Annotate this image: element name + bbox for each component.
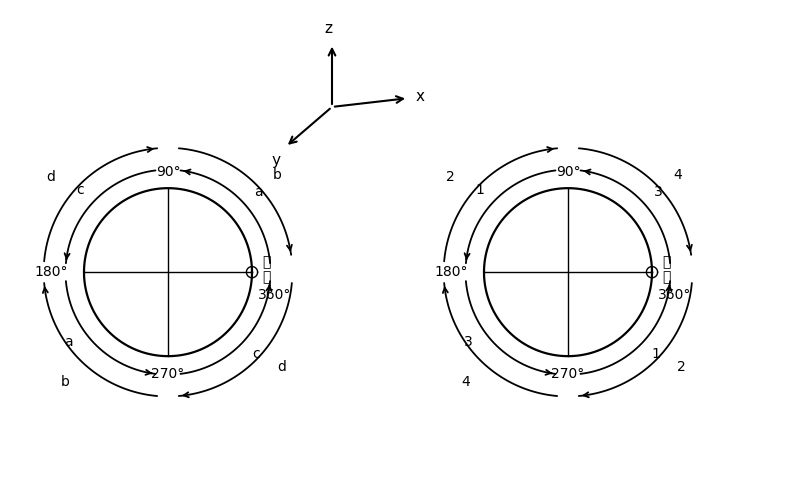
Text: 4: 4	[673, 168, 682, 182]
Text: z: z	[324, 21, 332, 36]
Text: c: c	[76, 183, 83, 197]
Text: 4: 4	[461, 375, 470, 389]
Text: a: a	[254, 185, 262, 199]
Text: 180°: 180°	[434, 265, 468, 279]
Text: 2: 2	[446, 170, 455, 184]
Text: 2: 2	[677, 361, 686, 374]
Text: 90°: 90°	[156, 165, 180, 179]
Text: b: b	[61, 375, 70, 389]
Text: a: a	[64, 335, 73, 349]
Text: 点: 点	[262, 270, 270, 284]
Text: 360°: 360°	[258, 289, 292, 302]
Text: 1: 1	[475, 183, 484, 197]
Text: 270°: 270°	[551, 367, 585, 381]
Text: d: d	[46, 170, 55, 184]
Text: 360°: 360°	[658, 289, 692, 302]
Text: c: c	[253, 347, 260, 361]
Text: 3: 3	[654, 185, 662, 199]
Text: 起: 起	[262, 256, 270, 269]
Text: b: b	[273, 168, 282, 182]
Text: x: x	[416, 89, 425, 104]
Text: 3: 3	[464, 335, 473, 349]
Text: 起: 起	[662, 256, 670, 269]
Text: 1: 1	[652, 347, 661, 361]
Text: 180°: 180°	[34, 265, 68, 279]
Text: 270°: 270°	[151, 367, 185, 381]
Text: 点: 点	[662, 270, 670, 284]
Text: 90°: 90°	[556, 165, 580, 179]
Text: y: y	[271, 153, 280, 168]
Text: d: d	[277, 361, 286, 374]
